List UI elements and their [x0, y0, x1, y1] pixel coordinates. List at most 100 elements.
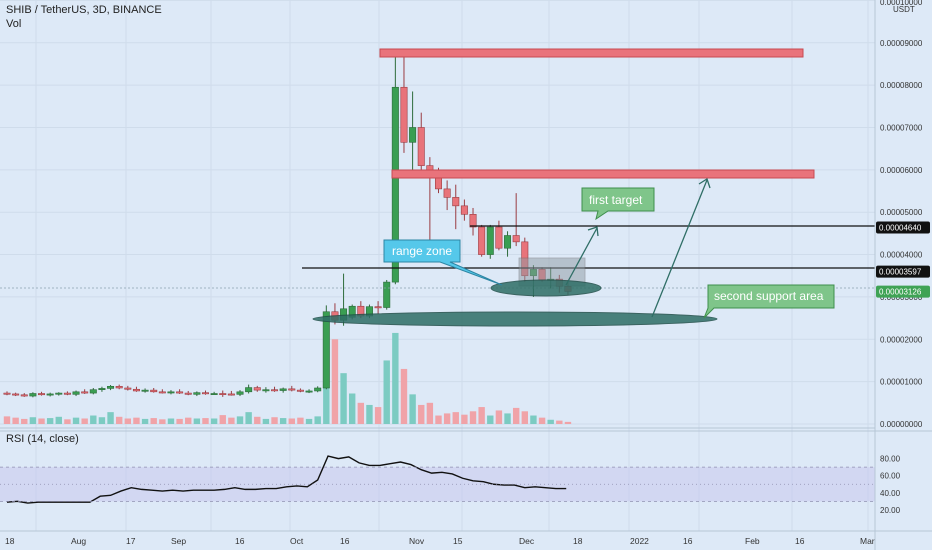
volume-bar: [98, 417, 106, 424]
candle-body: [452, 197, 460, 207]
candle: [279, 387, 287, 393]
rsi-label: RSI (14, close): [6, 433, 79, 445]
candle-body: [38, 393, 46, 396]
candle: [124, 385, 132, 391]
time-tick-label: 15: [453, 536, 463, 546]
volume-bar: [478, 407, 485, 424]
time-axis: 18 Aug 17 Sep 16 Oct 16 Nov 15 Dec 18 2022 16 Feb 16 Ma…: [5, 536, 875, 546]
time-tick-label: 18: [5, 536, 15, 546]
time-tick-label: Feb: [745, 536, 760, 546]
candle-body: [495, 226, 503, 249]
candle-body: [409, 127, 417, 143]
volume-bar: [383, 360, 390, 424]
candle-body: [184, 392, 192, 395]
candle: [460, 199, 468, 221]
candle-body: [107, 385, 115, 389]
candle: [167, 390, 175, 395]
candle: [236, 390, 244, 397]
candle-body: [305, 390, 313, 393]
candle: [63, 391, 71, 396]
candle-body: [29, 393, 37, 397]
candle-body: [115, 385, 123, 389]
second-support-bubble: [703, 284, 835, 319]
support-ellipse-small: [490, 279, 602, 297]
volume-bar: [236, 416, 244, 424]
grid: [0, 0, 875, 531]
price-tick-label: 0.00006000: [880, 166, 923, 175]
candle-body: [98, 388, 106, 390]
price-tick-label: 0.00000000: [880, 420, 923, 429]
price-tick-label: 0.00001000: [880, 378, 923, 387]
candle-body: [193, 392, 201, 395]
volume-bar: [228, 417, 235, 424]
candle-body: [158, 391, 166, 394]
range-zone-label: range zone: [392, 244, 452, 258]
volume-bar: [400, 368, 408, 424]
volume-bar: [150, 418, 157, 424]
candle-body: [400, 86, 408, 143]
volume-bar: [556, 420, 563, 424]
rsi-tick-label: 80.00: [880, 455, 901, 464]
volume-bar: [435, 415, 442, 424]
candle-body: [236, 391, 244, 395]
volume-bar: [72, 417, 80, 424]
candle: [46, 392, 54, 397]
candle: [12, 392, 20, 397]
candle: [81, 389, 89, 394]
candle: [176, 389, 184, 394]
price-marker-label: 0.00004640: [879, 223, 922, 232]
candle: [227, 390, 235, 396]
candle-body: [417, 127, 425, 166]
candle: [107, 385, 115, 391]
candle-body: [141, 389, 149, 392]
candle: [115, 384, 123, 390]
candle-body: [253, 387, 261, 391]
volume-bar: [46, 418, 54, 424]
candle: [296, 388, 304, 393]
candle: [383, 279, 391, 310]
volume-bar: [245, 412, 252, 424]
volume-bar: [357, 402, 365, 424]
range-zone-bubble: [383, 239, 503, 286]
second-support-label: second support area: [714, 289, 824, 303]
arrow-second-target: [651, 179, 708, 318]
candle-body: [443, 188, 451, 198]
rsi-tick-label: 20.00: [880, 506, 901, 515]
first-target-bubble: [581, 187, 655, 221]
candle: [150, 387, 158, 393]
candle: [158, 389, 166, 394]
volume-bar: [340, 373, 347, 424]
candle-body: [460, 205, 468, 215]
candle-body: [262, 389, 270, 392]
candle-body: [486, 226, 494, 255]
price-tick-label: 0.00010000: [880, 0, 923, 7]
volume-bar: [133, 417, 140, 424]
candle-body: [288, 388, 296, 391]
candle-body: [81, 391, 89, 394]
time-tick-label: Dec: [519, 536, 535, 546]
support-ellipse-large: [312, 311, 718, 327]
volume-bar: [81, 418, 88, 424]
price-axis: 0.000000000.000010000.000020000.00003000…: [880, 0, 923, 429]
candle: [98, 386, 106, 392]
volume-bar: [124, 418, 132, 424]
candle-body: [55, 392, 63, 395]
volume-bar: [426, 402, 434, 424]
volume-bars: [3, 332, 572, 424]
volume-bar: [254, 416, 261, 424]
volume-bar: [504, 413, 511, 424]
candle: [271, 386, 279, 392]
candle: [72, 390, 80, 397]
time-tick-label: 16: [795, 536, 805, 546]
candle: [452, 184, 460, 230]
arrow-second-target-head: [698, 178, 711, 189]
candle: [89, 387, 97, 395]
price-labels: 0.00004640 0.00003597 0.00003126: [876, 221, 930, 298]
time-tick-label: Nov: [409, 536, 425, 546]
candle-body: [201, 392, 209, 395]
candle-body: [176, 391, 184, 394]
first-target-callout: first target: [581, 187, 655, 221]
candle-body: [210, 393, 218, 396]
candle: [141, 388, 149, 393]
